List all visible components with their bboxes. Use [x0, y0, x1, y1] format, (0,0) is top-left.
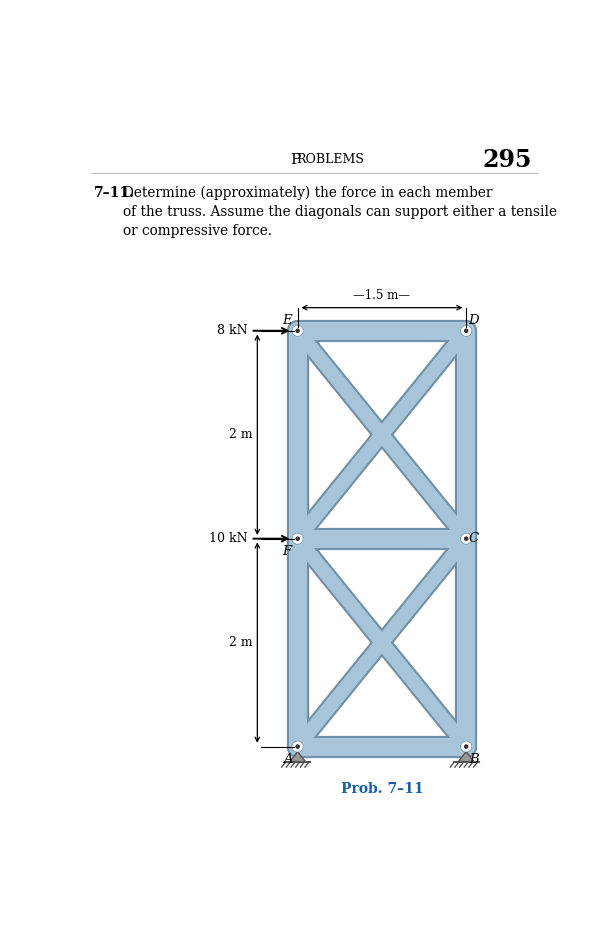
Text: —1.5 m—: —1.5 m—: [354, 290, 410, 303]
Circle shape: [292, 326, 303, 336]
Circle shape: [461, 742, 472, 752]
Text: 7–11.: 7–11.: [94, 186, 135, 200]
Text: 295: 295: [482, 148, 532, 172]
Text: Prob. 7–11: Prob. 7–11: [341, 782, 423, 796]
Circle shape: [292, 742, 303, 752]
Circle shape: [293, 326, 302, 335]
Text: Determine (approximately) the force in each member
of the truss. Assume the diag: Determine (approximately) the force in e…: [123, 186, 558, 238]
Circle shape: [296, 745, 299, 748]
Circle shape: [461, 533, 472, 544]
Circle shape: [293, 534, 302, 544]
Text: 10 kN: 10 kN: [209, 532, 247, 545]
Circle shape: [465, 537, 468, 540]
Text: ROBLEMS: ROBLEMS: [296, 153, 364, 166]
Circle shape: [292, 533, 303, 544]
Circle shape: [296, 537, 299, 540]
Circle shape: [293, 743, 302, 751]
Text: 2 m: 2 m: [229, 428, 253, 441]
Text: 2 m: 2 m: [229, 636, 253, 649]
Polygon shape: [290, 752, 305, 762]
Text: E: E: [282, 314, 292, 327]
Text: B: B: [469, 753, 479, 766]
Text: A: A: [284, 753, 293, 766]
Circle shape: [462, 326, 471, 335]
Circle shape: [462, 534, 471, 544]
Circle shape: [462, 743, 471, 751]
Polygon shape: [459, 752, 474, 762]
Circle shape: [465, 745, 468, 748]
Text: F: F: [282, 545, 292, 559]
Text: C: C: [469, 532, 479, 545]
Text: 8 kN: 8 kN: [217, 324, 247, 337]
Text: P: P: [290, 153, 300, 167]
Circle shape: [461, 326, 472, 336]
Text: D: D: [468, 314, 480, 327]
Circle shape: [465, 329, 468, 333]
Circle shape: [296, 329, 299, 333]
